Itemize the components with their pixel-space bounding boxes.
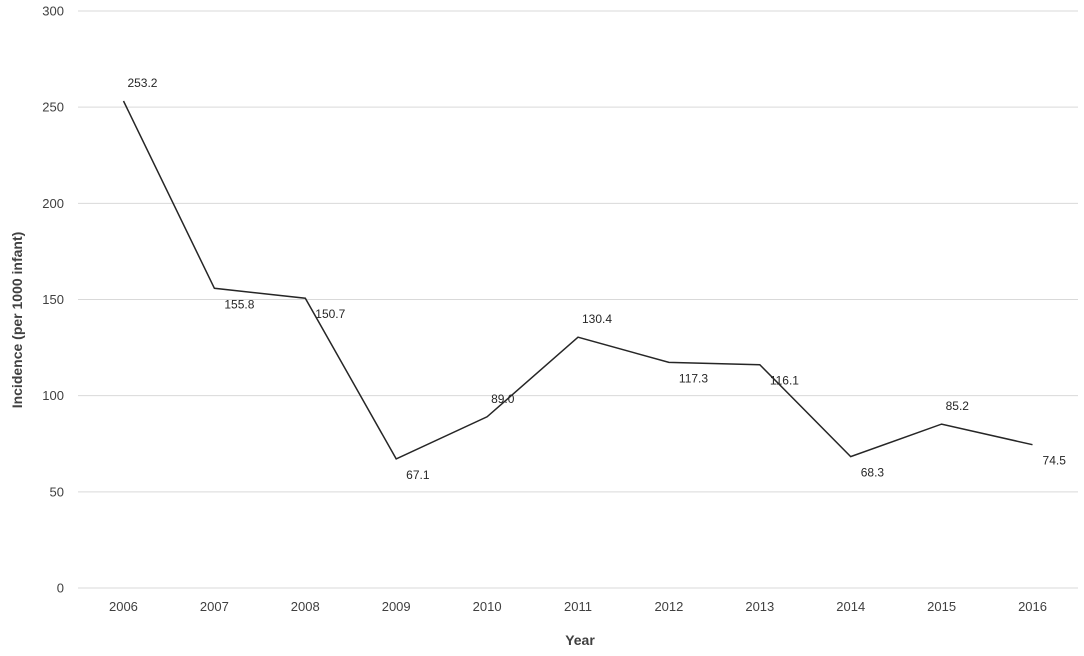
y-tick-label: 200 xyxy=(42,196,64,211)
x-tick-label: 2012 xyxy=(654,599,683,614)
x-tick-label: 2011 xyxy=(564,599,592,614)
x-tick-label: 2006 xyxy=(109,599,138,614)
x-tick-label: 2015 xyxy=(927,599,956,614)
y-tick-label: 150 xyxy=(42,292,64,307)
x-tick-label: 2016 xyxy=(1018,599,1047,614)
x-axis-ticks: 2006 2007 2008 2009 2010 2011 2012 2013 2014 2015… xyxy=(109,599,1047,614)
data-label-2012: 117.3 xyxy=(679,371,708,385)
data-label-2010: 89.0 xyxy=(491,392,515,406)
y-tick-label: 50 xyxy=(50,484,64,499)
series-line xyxy=(122,100,1033,460)
y-tick-label: 250 xyxy=(42,100,64,115)
x-tick-label: 2009 xyxy=(382,599,411,614)
x-tick-label: 2007 xyxy=(200,599,229,614)
data-labels: 253.2 155.8 150.7 67.1 89.0 130.4 117.3 116.1 68… xyxy=(127,76,1066,482)
x-axis-title: Year xyxy=(565,632,595,648)
y-axis-ticks: 0 50 100 150 200 250 300 xyxy=(42,4,64,596)
data-label-2016: 74.5 xyxy=(1043,454,1067,468)
y-tick-label: 300 xyxy=(42,4,64,19)
x-tick-label: 2014 xyxy=(836,599,865,614)
data-label-2009: 67.1 xyxy=(406,468,430,482)
x-tick-label: 2010 xyxy=(473,599,502,614)
data-label-2013: 116.1 xyxy=(770,374,799,388)
x-tick-label: 2008 xyxy=(291,599,320,614)
data-label-2014: 68.3 xyxy=(861,466,885,480)
data-label-2007: 155.8 xyxy=(224,297,254,311)
data-label-2006: 253.2 xyxy=(127,76,157,90)
y-tick-label: 100 xyxy=(42,388,64,403)
gridlines xyxy=(78,10,1078,589)
y-tick-label: 0 xyxy=(57,581,64,596)
data-label-2008: 150.7 xyxy=(315,307,345,321)
x-tick-label: 2013 xyxy=(745,599,774,614)
data-label-2011: 130.4 xyxy=(582,312,612,326)
y-axis-title: Incidence (per 1000 infant) xyxy=(9,232,25,409)
data-label-2015: 85.2 xyxy=(946,399,970,413)
